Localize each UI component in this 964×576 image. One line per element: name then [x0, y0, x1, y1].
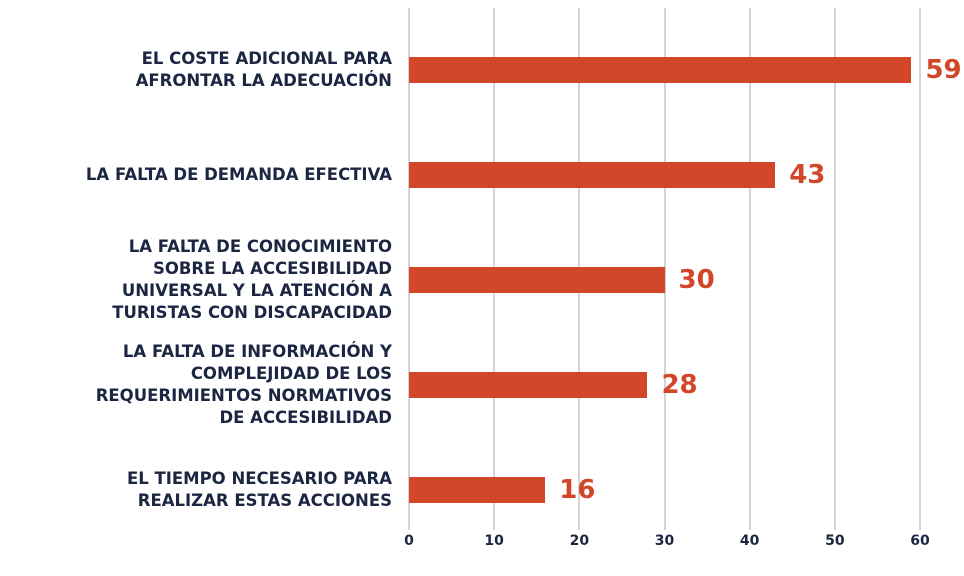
value-label: 30: [678, 264, 715, 295]
category-label: LA FALTA DE INFORMACIÓN Y COMPLEJIDAD DE…: [95, 341, 392, 427]
x-tick-label: 60: [910, 533, 930, 549]
value-label: 43: [789, 159, 826, 190]
x-tick-label: 0: [404, 533, 414, 549]
category-label: EL COSTE ADICIONAL PARA AFRONTAR LA ADEC…: [135, 48, 392, 90]
category-label: LA FALTA DE DEMANDA EFECTIVA: [85, 164, 392, 184]
grid-line: [919, 8, 921, 530]
value-label: 28: [661, 369, 698, 400]
x-tick-label: 20: [569, 533, 590, 549]
bar: [409, 266, 665, 293]
grid-line: [833, 8, 836, 530]
value-label: 59: [925, 54, 962, 85]
category-label: LA FALTA DE CONOCIMIENTO SOBRE LA ACCESI…: [112, 236, 392, 322]
grid-line: [663, 8, 666, 530]
x-tick-label: 10: [484, 533, 504, 549]
x-tick-label: 50: [825, 533, 845, 549]
bar: [409, 476, 546, 503]
bar: [409, 161, 776, 188]
bar: [409, 56, 912, 83]
x-tick-label: 30: [654, 533, 675, 549]
category-label: EL TIEMPO NECESARIO PARA REALIZAR ESTAS …: [126, 468, 392, 510]
value-label: 16: [559, 474, 596, 505]
bar: [409, 371, 648, 398]
grid-line: [748, 8, 751, 530]
x-tick-label: 40: [739, 533, 760, 549]
